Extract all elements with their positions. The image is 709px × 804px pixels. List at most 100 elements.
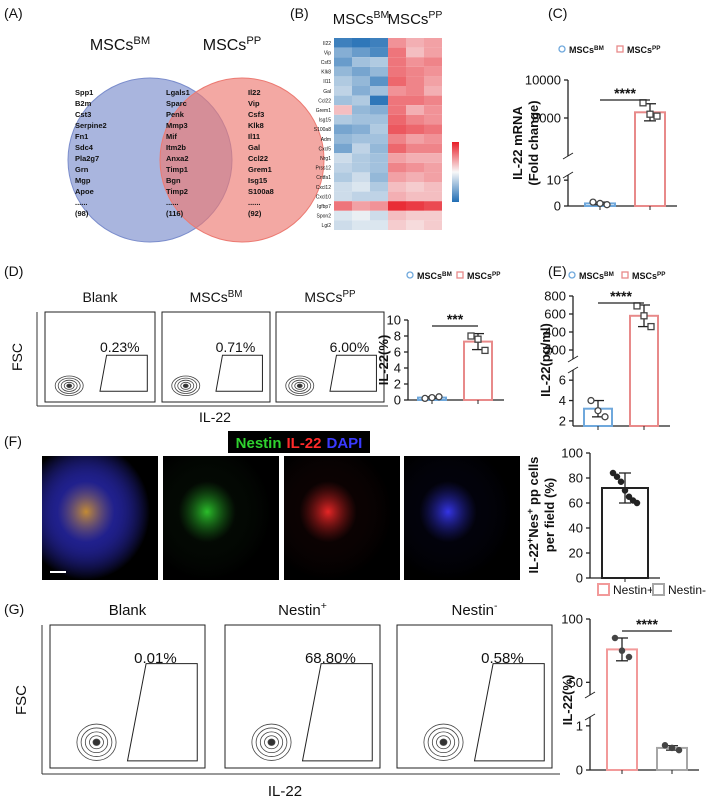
axis-break [562, 171, 574, 179]
contour [255, 727, 288, 757]
contour [427, 727, 460, 757]
gene-label: Vip [248, 99, 260, 108]
heatmap-cell [352, 182, 370, 192]
superscript: BM [133, 35, 150, 47]
plot-title: Nestin- [451, 600, 498, 619]
y-tick-label: 800 [544, 289, 566, 304]
heatmap-cell [370, 220, 388, 230]
gene-label: Itm2b [166, 143, 186, 152]
gene-label: Lgals1 [166, 88, 190, 97]
heatmap-cell [334, 210, 352, 221]
gate-percent: 0.01% [134, 650, 177, 667]
heatmap-cell [334, 105, 352, 115]
axis-label: IL-22 [268, 783, 302, 800]
heatmap-cell [370, 201, 388, 211]
heatmap-column-label: MSCsPP [388, 9, 443, 28]
superscript: BM [604, 271, 614, 278]
heatmap-cell [424, 76, 442, 86]
heatmap-cell [406, 172, 424, 182]
y-axis-label: IL-22+Nes+ pp cells [525, 457, 541, 574]
text-part: MSCs [90, 37, 134, 54]
heatmap-cell [370, 47, 388, 58]
heatmap-cell [370, 95, 388, 106]
heatmap-row-label: Cxcl12 [316, 185, 332, 191]
text-part: IL-22(%) [376, 335, 391, 386]
text-part: (Fold change) [526, 100, 541, 185]
contour [182, 383, 189, 388]
marker [406, 271, 414, 279]
heatmap-cell [388, 86, 406, 96]
heatmap-cell [406, 153, 424, 163]
gene-label: (116) [166, 209, 184, 218]
marker [603, 201, 611, 209]
heatmap-cell [352, 210, 370, 221]
y-axis-label: IL-22(%) [560, 675, 575, 726]
contour [84, 731, 109, 754]
y-tick-label: 0 [576, 571, 583, 586]
contour [57, 377, 81, 394]
contour [294, 381, 306, 390]
heatmap-cell [334, 66, 352, 77]
gene-label: Mmp3 [166, 121, 188, 130]
y-tick-label: 40 [569, 521, 583, 536]
plot-title: MSCsPP [304, 289, 356, 306]
heatmap-cell [424, 86, 442, 96]
superscript: + [321, 600, 327, 612]
superscript: BM [442, 271, 452, 278]
y-tick-label: 2 [394, 377, 401, 392]
legend-label: MSCsBM [417, 271, 452, 282]
heatmap-cell [352, 38, 370, 48]
heatmap-cell [334, 172, 352, 182]
text-part: MSCs [190, 289, 228, 305]
y-axis-label: IL-22(%) [376, 335, 391, 386]
superscript: BM [594, 45, 604, 52]
heatmap-column-label: MSCsBM [333, 9, 390, 28]
heatmap-cell [406, 76, 424, 86]
y-tick-label: 50 [569, 675, 583, 690]
marker [617, 478, 625, 485]
heatmap-cell [370, 134, 388, 144]
heatmap-cell [424, 134, 442, 144]
gene-label: Mif [166, 132, 177, 141]
heatmap-row-label: Prss12 [315, 166, 331, 172]
gene-label: ...... [248, 198, 261, 207]
heatmap-cell [334, 143, 352, 154]
significance: **** [636, 616, 658, 632]
panel-label: (C) [548, 5, 567, 21]
y-tick-label: 4 [559, 393, 566, 408]
superscript: + [525, 538, 535, 543]
y-tick-label: 400 [544, 325, 566, 340]
plot-frame [224, 624, 381, 769]
text-part: IL-22 mRNA [510, 106, 525, 180]
marker [653, 112, 661, 120]
contour [436, 735, 451, 750]
micrograph-signal [163, 456, 279, 580]
marker [621, 487, 629, 494]
contour [291, 379, 309, 392]
y-tick-label: 8 [394, 329, 401, 344]
heatmap-cell [388, 220, 406, 230]
gate [126, 663, 198, 762]
marker [456, 271, 464, 279]
marker [558, 45, 566, 53]
heatmap-row-label: Cntfa1 [316, 175, 331, 181]
stain-name: IL-22 [286, 435, 321, 452]
contour [251, 723, 292, 761]
axis-break [562, 152, 574, 160]
panel-label: (F) [4, 433, 22, 449]
axis-break [584, 713, 596, 721]
heatmap-cell [370, 124, 388, 134]
marker [652, 583, 665, 596]
legend-label: MSCsPP [467, 271, 500, 282]
panel-label: (D) [4, 263, 23, 279]
stain-title-bg [228, 431, 370, 453]
y-tick-label: 6 [394, 345, 401, 360]
marker [609, 469, 617, 477]
gene-label: Isg15 [248, 176, 267, 185]
marker [596, 199, 604, 208]
colorbar [452, 142, 459, 202]
gene-label: Csf3 [248, 110, 264, 119]
marker [675, 746, 683, 754]
venn-set-name: MSCsPP [203, 35, 262, 54]
marker [668, 744, 676, 752]
